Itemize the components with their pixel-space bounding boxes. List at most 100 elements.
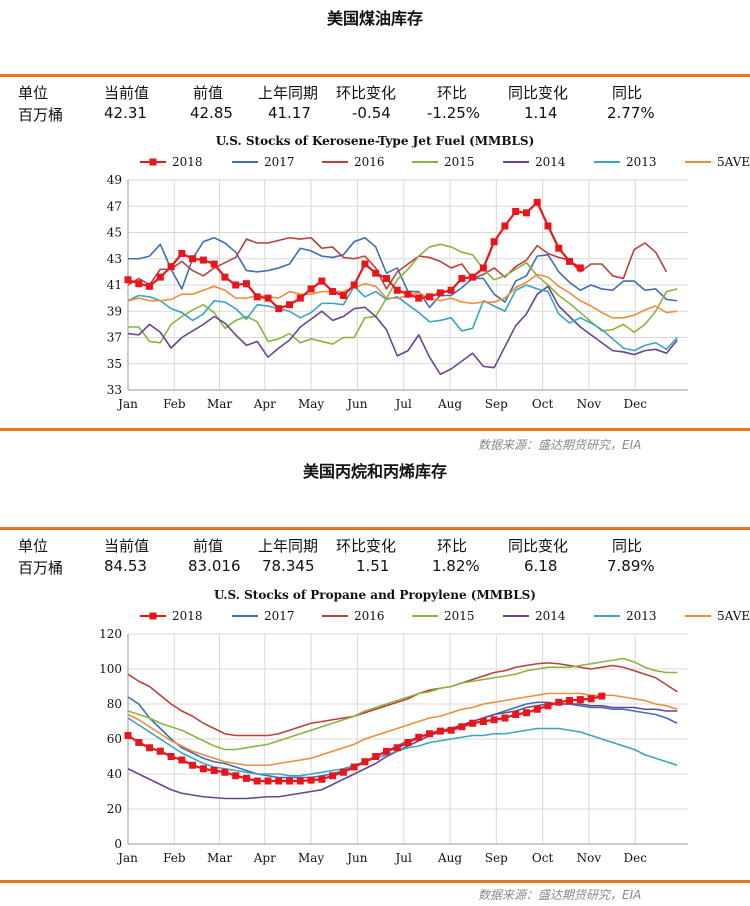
data-point-2018 <box>372 269 380 277</box>
y-tick-label: 39 <box>107 304 122 318</box>
data-point-2018 <box>404 739 412 746</box>
data-point-2018 <box>167 753 175 760</box>
data-point-2018 <box>426 293 434 301</box>
stat-header: 上年同期 <box>258 84 319 102</box>
y-tick-label: 80 <box>107 697 122 711</box>
legend-marker <box>149 612 157 620</box>
data-point-2018 <box>458 274 466 282</box>
data-point-2018 <box>124 276 132 284</box>
y-tick-label: 60 <box>107 732 122 746</box>
stat-header: 同比变化 <box>508 84 569 102</box>
data-point-2018 <box>135 280 143 288</box>
x-tick-label: Mar <box>207 851 232 865</box>
x-tick-label: Mar <box>207 397 232 411</box>
data-point-2018 <box>469 273 477 281</box>
data-point-2018 <box>404 290 412 298</box>
legend-label-2018: 2018 <box>172 609 203 623</box>
stat-header: 上年同期 <box>258 537 319 555</box>
data-point-2018 <box>253 777 261 785</box>
data-point-2018 <box>232 281 240 289</box>
y-tick-label: 120 <box>99 627 122 641</box>
x-tick-label: Jul <box>393 397 412 411</box>
stat-header: 环比变化 <box>336 537 397 555</box>
data-point-2018 <box>253 293 261 301</box>
data-point-2018 <box>533 198 541 206</box>
divider-bottom-2 <box>0 880 750 883</box>
x-tick-label: Dec <box>624 397 648 411</box>
data-point-2018 <box>479 718 487 725</box>
data-point-2018 <box>544 702 552 710</box>
stat-value: 1.82% <box>432 557 480 575</box>
series-line-5AVE <box>127 692 678 767</box>
x-tick-label: Jan <box>116 851 138 865</box>
data-point-2018 <box>555 698 563 706</box>
y-tick-label: 33 <box>107 383 122 397</box>
y-tick-label: 37 <box>107 331 122 345</box>
stat-header: 同比变化 <box>508 537 569 555</box>
stats-table-jet-fuel: 单位 当前值 前值 上年同期 环比变化 环比 同比变化 同比 百万桶 42.31… <box>0 82 750 126</box>
data-point-2018 <box>264 777 272 785</box>
data-point-2018 <box>598 692 606 700</box>
stat-value: 41.17 <box>268 104 311 122</box>
series-line-2017 <box>127 696 678 779</box>
x-tick-label: Dec <box>624 851 648 865</box>
y-tick-label: 45 <box>107 226 122 240</box>
series-line-2016 <box>127 662 678 737</box>
legend-label-5AVE: 5AVE <box>717 609 750 623</box>
stats-value-row: 百万桶 84.53 83.016 78.345 1.51 1.82% 6.18 … <box>0 557 750 579</box>
series-line-2015 <box>127 657 678 751</box>
stat-value: 84.53 <box>104 557 147 575</box>
data-point-2018 <box>436 727 444 735</box>
data-point-2018 <box>382 274 390 282</box>
data-point-2018 <box>329 772 337 780</box>
y-tick-label: 47 <box>107 199 122 213</box>
data-point-2018 <box>576 696 584 704</box>
data-point-2018 <box>307 776 315 784</box>
data-point-2018 <box>361 758 369 766</box>
stat-header: 单位 <box>18 537 49 555</box>
x-tick-label: Nov <box>577 397 602 411</box>
data-point-2018 <box>576 264 584 272</box>
data-point-2018 <box>199 256 207 264</box>
legend-label-2018: 2018 <box>172 155 203 169</box>
data-point-2018 <box>232 772 240 780</box>
stat-value: -1.25% <box>427 104 481 122</box>
source-note: 数据来源：盛达期货研究，EIA <box>478 438 642 452</box>
data-point-2018 <box>199 765 207 773</box>
series-line-2017 <box>128 236 678 309</box>
stat-header: 环比变化 <box>336 84 397 102</box>
legend-marker <box>149 158 157 166</box>
stat-value: 42.85 <box>190 104 233 122</box>
series-line-2014 <box>127 285 678 376</box>
series-line-5AVE <box>127 273 678 319</box>
data-point-2018 <box>264 294 272 302</box>
stats-table-propane: 单位 当前值 前值 上年同期 环比变化 环比 同比变化 同比 百万桶 84.53… <box>0 535 750 579</box>
data-point-2018 <box>501 222 509 230</box>
data-point-2018 <box>382 747 390 755</box>
stat-value: 百万桶 <box>18 559 64 577</box>
stat-value: 6.18 <box>524 557 558 575</box>
data-point-2018 <box>469 719 477 727</box>
data-point-2018 <box>286 777 294 785</box>
data-point-2018 <box>242 774 250 782</box>
data-point-2018 <box>426 730 434 738</box>
data-point-2018 <box>350 763 358 771</box>
data-point-2018 <box>544 222 552 230</box>
jet-fuel-chart: 33 35 37 39 41 43 45 47 49 Jan Feb Mar Apr May Jun Jul A… <box>107 155 750 411</box>
chart-title-propane: U.S. Stocks of Propane and Propylene (MM… <box>214 588 536 602</box>
data-point-2018 <box>522 209 530 217</box>
data-point-2018 <box>178 250 186 257</box>
data-point-2018 <box>221 273 229 281</box>
propane-chart: 0 20 40 60 80 100 120 Jan Feb Mar Apr May Jun Jul Aug S… <box>99 609 750 865</box>
stat-value: 百万桶 <box>18 106 64 124</box>
data-point-2018 <box>242 280 250 288</box>
x-tick-label: Nov <box>577 851 602 865</box>
data-point-2018 <box>587 695 595 703</box>
stat-header: 环比 <box>437 537 468 555</box>
data-point-2018 <box>210 260 218 268</box>
y-tick-label: 41 <box>107 278 122 292</box>
data-point-2018 <box>415 294 423 302</box>
data-point-2018 <box>286 301 294 309</box>
data-point-2018 <box>512 208 520 215</box>
chart-title-jet-fuel: U.S. Stocks of Kerosene-Type Jet Fuel (M… <box>215 134 535 148</box>
